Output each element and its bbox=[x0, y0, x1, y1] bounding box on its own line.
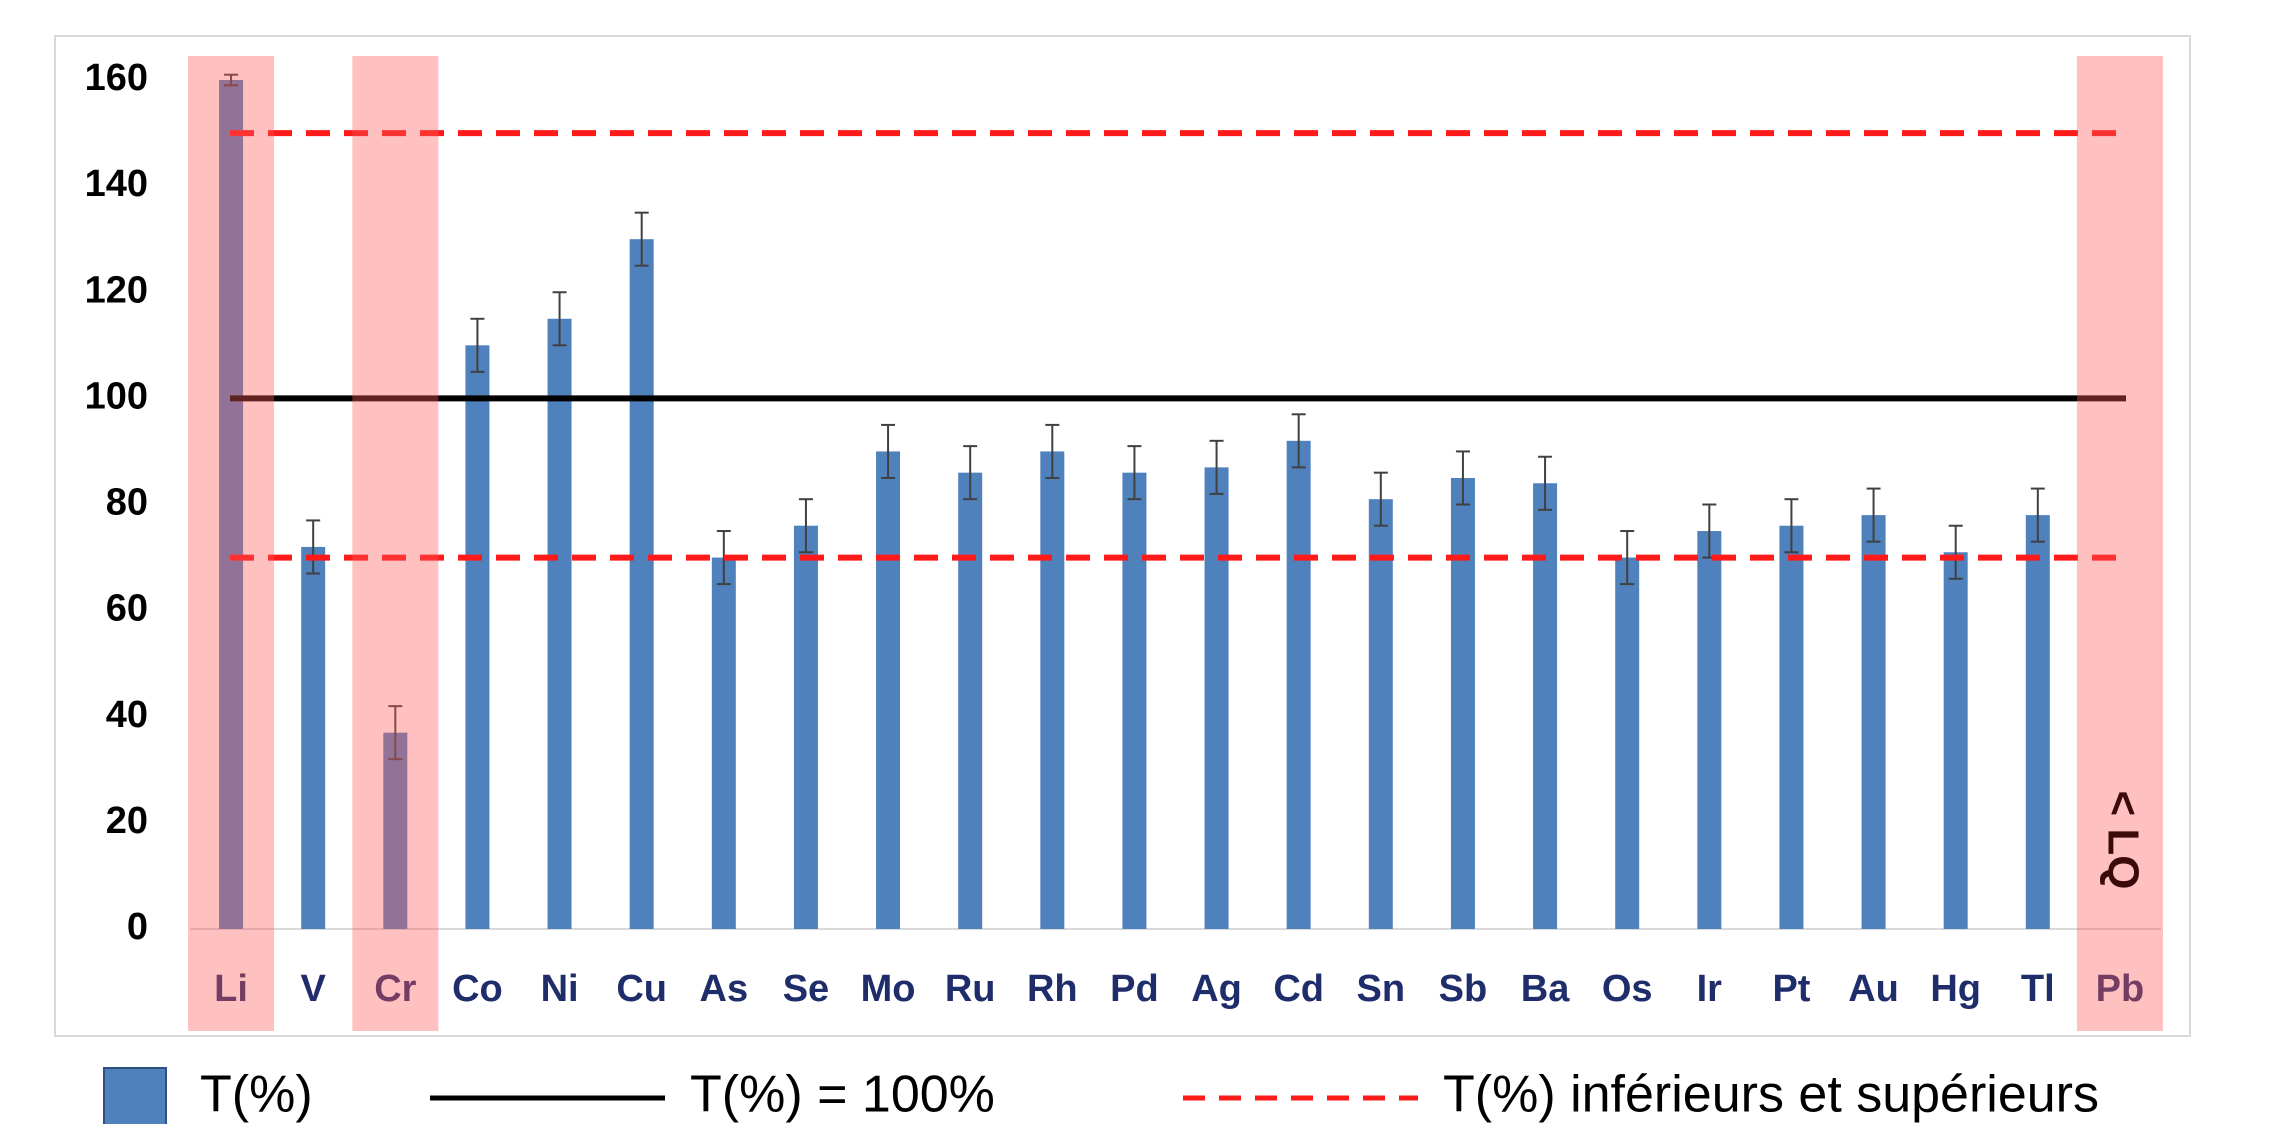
error-bar bbox=[1866, 487, 1881, 543]
x-tick-label: Pd bbox=[1110, 968, 1159, 1010]
x-tick-label: Cu bbox=[616, 968, 667, 1010]
bar bbox=[1779, 525, 1804, 929]
annotation: < LQ bbox=[2098, 790, 2147, 889]
y-tick-label: 100 bbox=[85, 375, 148, 417]
error-bar bbox=[1784, 498, 1799, 554]
error-bar bbox=[1045, 423, 1060, 479]
x-tick-label: Ag bbox=[1191, 968, 1242, 1010]
bar bbox=[465, 345, 490, 929]
y-tick-label: 40 bbox=[106, 694, 148, 736]
error-bar bbox=[1209, 439, 1224, 495]
y-tick-label: 60 bbox=[106, 588, 148, 630]
bar bbox=[711, 557, 736, 929]
legend-label: T(%) inférieurs et supérieurs bbox=[1443, 1066, 2099, 1124]
error-bar bbox=[634, 211, 649, 267]
y-tick-label: 120 bbox=[85, 269, 148, 311]
error-bar bbox=[963, 445, 978, 501]
error-bar bbox=[1455, 450, 1470, 506]
x-tick-label: Mo bbox=[861, 968, 916, 1010]
bar bbox=[1533, 483, 1558, 929]
bar bbox=[876, 451, 901, 929]
error-bar bbox=[798, 498, 813, 554]
error-bar bbox=[716, 530, 731, 586]
x-tick-label: V bbox=[301, 968, 327, 1010]
x-tick-label: Pb bbox=[2096, 968, 2145, 1010]
x-tick-label: Sn bbox=[1357, 968, 1406, 1010]
bar bbox=[1286, 440, 1311, 929]
error-bar bbox=[470, 317, 485, 373]
x-tick-label: As bbox=[700, 968, 749, 1010]
x-tick-label: Ru bbox=[945, 968, 996, 1010]
x-tick-label: Sb bbox=[1439, 968, 1488, 1010]
bar bbox=[1122, 472, 1147, 929]
error-bar bbox=[552, 291, 567, 347]
x-tick-label: Ni bbox=[541, 968, 579, 1010]
error-bar bbox=[1948, 524, 1963, 580]
y-tick-label: 0 bbox=[127, 906, 148, 948]
x-tick-label: Li bbox=[214, 968, 248, 1010]
bar bbox=[1943, 552, 1968, 929]
x-tick-label: Hg bbox=[1930, 968, 1981, 1010]
x-tick-label: Cr bbox=[374, 968, 416, 1010]
error-bar bbox=[2030, 487, 2045, 543]
error-bar bbox=[224, 73, 239, 87]
error-bar bbox=[1127, 445, 1142, 501]
bar bbox=[1040, 451, 1065, 929]
bar bbox=[1615, 557, 1640, 929]
x-tick-label: Pt bbox=[1772, 968, 1810, 1010]
highlight-band bbox=[2076, 56, 2163, 1031]
error-bar bbox=[881, 423, 896, 479]
error-bar bbox=[388, 705, 403, 761]
bar bbox=[547, 318, 572, 929]
bar bbox=[383, 732, 408, 929]
x-tick-label: Ir bbox=[1697, 968, 1723, 1010]
x-tick-label: Co bbox=[452, 968, 503, 1010]
bar bbox=[793, 525, 818, 929]
legend-label: T(%) = 100% bbox=[690, 1066, 995, 1124]
legend-swatch bbox=[103, 1067, 167, 1124]
bar bbox=[2025, 515, 2050, 929]
x-tick-label: Se bbox=[783, 968, 829, 1010]
highlight-band bbox=[188, 56, 275, 1031]
x-tick-label: Os bbox=[1602, 968, 1653, 1010]
error-bar bbox=[1291, 413, 1306, 469]
bar bbox=[958, 472, 983, 929]
y-tick-label: 20 bbox=[106, 800, 148, 842]
y-tick-label: 140 bbox=[85, 163, 148, 205]
x-tick-label: Tl bbox=[2021, 968, 2055, 1010]
highlight-band bbox=[352, 56, 439, 1031]
y-tick-label: 80 bbox=[106, 482, 148, 524]
x-tick-label: Cd bbox=[1273, 968, 1324, 1010]
bar bbox=[1697, 531, 1722, 929]
bar bbox=[1861, 515, 1886, 929]
x-tick-label: Ba bbox=[1521, 968, 1570, 1010]
bar bbox=[1368, 499, 1393, 929]
bar bbox=[1204, 467, 1229, 929]
y-tick-label: 160 bbox=[85, 57, 148, 99]
error-bar bbox=[1538, 455, 1553, 511]
bar bbox=[629, 239, 654, 929]
legend-label: T(%) bbox=[200, 1066, 313, 1124]
x-tick-label: Au bbox=[1848, 968, 1899, 1010]
bar bbox=[1450, 477, 1475, 929]
error-bar bbox=[1620, 530, 1635, 586]
error-bar bbox=[306, 519, 321, 575]
x-tick-label: Rh bbox=[1027, 968, 1078, 1010]
error-bar bbox=[1373, 471, 1388, 527]
bar bbox=[219, 80, 244, 929]
bar bbox=[301, 546, 326, 929]
